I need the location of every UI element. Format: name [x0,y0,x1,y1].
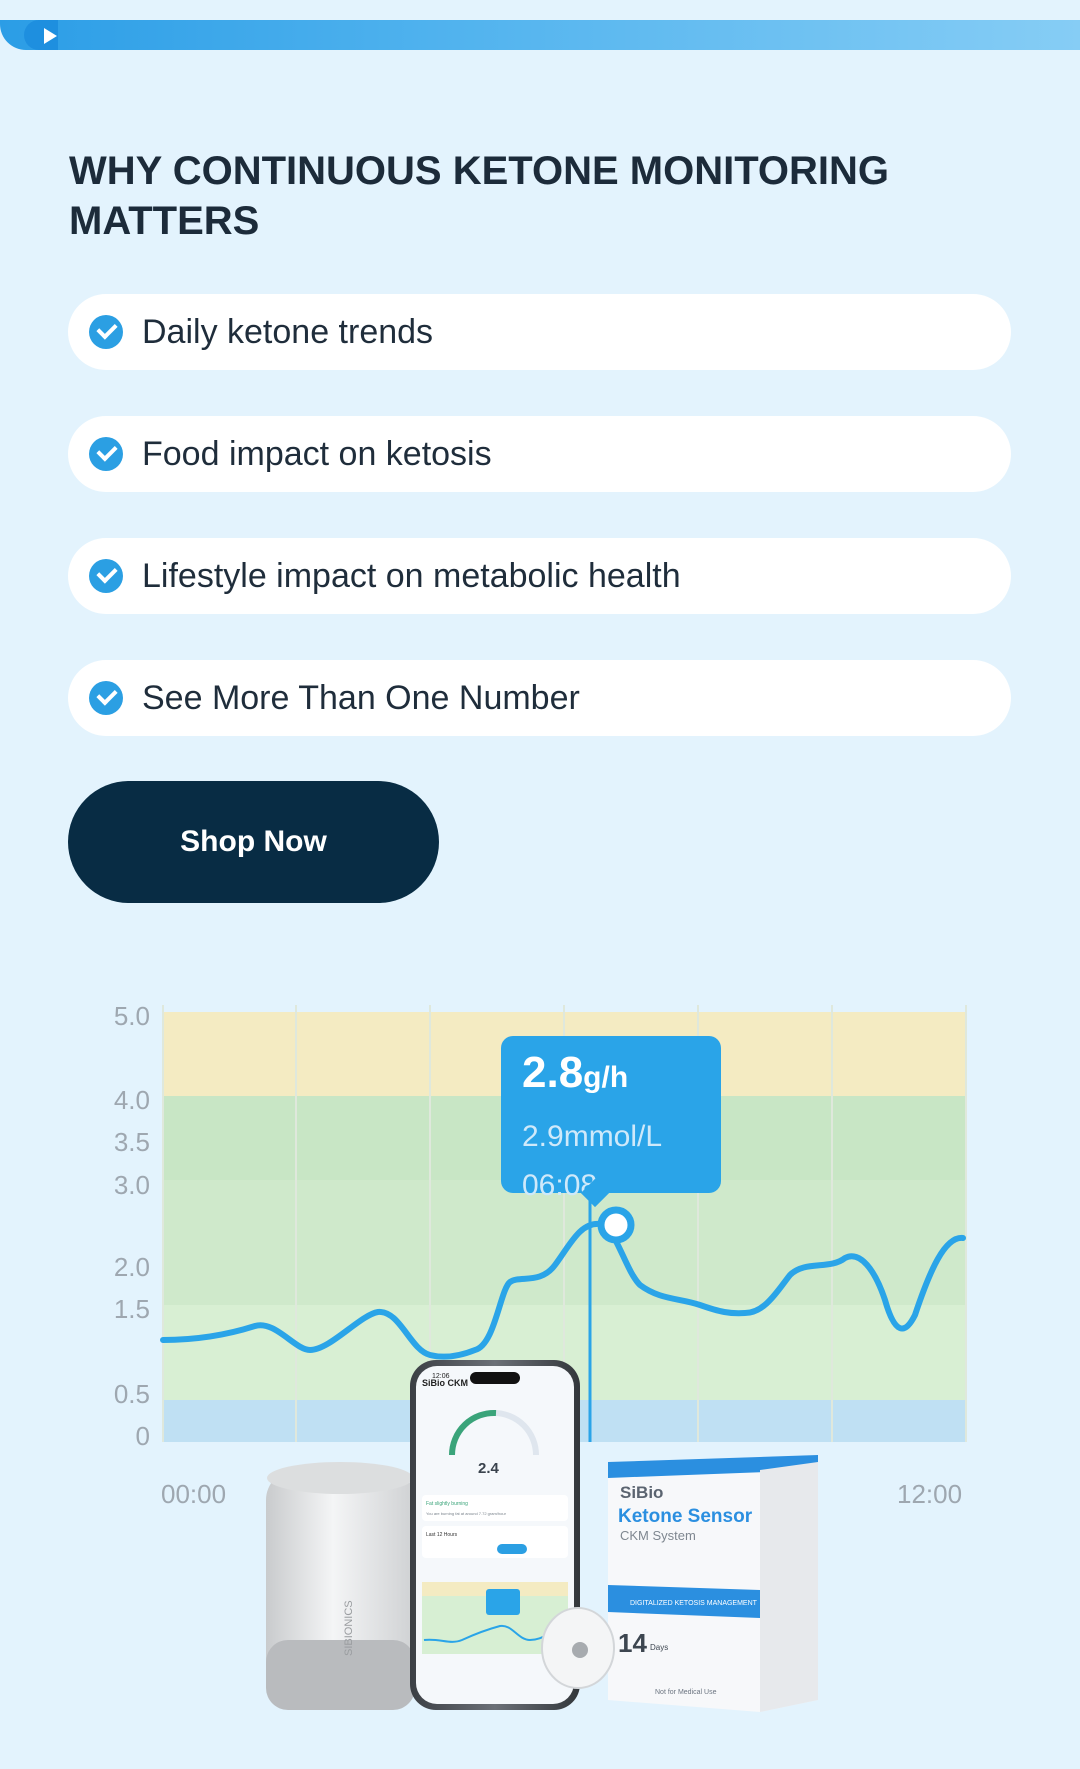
top-progress-bar [0,20,1080,50]
phone-app-name: SiBio CKM [422,1378,468,1388]
check-circle-icon [89,437,123,471]
sensor-patch [541,1607,615,1689]
phone-range: Last 12 Hours [426,1532,458,1538]
y-tick-label: 4.0 [114,1085,150,1115]
phone-status: Fat slightly burning [426,1501,468,1507]
shop-now-button[interactable]: Shop Now [68,781,439,903]
y-tick-label: 0 [136,1421,150,1451]
tooltip-mmol: 2.9mmol/L [522,1120,663,1153]
y-tick-label: 3.0 [114,1170,150,1200]
feature-list: Daily ketone trends Food impact on ketos… [68,294,1011,782]
feature-label: See More Than One Number [142,679,580,717]
phone-device: 12:06 SiBio CKM 2.4 Fat slightly burning… [410,1360,580,1710]
feature-item: Lifestyle impact on metabolic health [68,538,1011,614]
box-brand: SiBio [620,1483,663,1502]
box-days-number: 14 [618,1628,647,1658]
box-band-text: DIGITALIZED KETOSIS MANAGEMENT [630,1600,758,1607]
check-circle-icon [89,681,123,715]
phone-time: 12:06 [432,1373,450,1380]
check-circle-icon [89,315,123,349]
reading-tooltip: 2.8g/h 2.9mmol/L 06:08 [501,1036,721,1202]
box-days-unit: Days [650,1643,668,1652]
x-tick-label: 12:00 [897,1479,962,1509]
feature-item: See More Than One Number [68,660,1011,736]
y-tick-label: 0.5 [114,1379,150,1409]
box-subtitle: CKM System [620,1528,696,1543]
tooltip-number: 2.8 [522,1048,584,1097]
phone-gauge-value: 2.4 [478,1460,500,1477]
y-tick-label: 2.0 [114,1252,150,1282]
feature-label: Food impact on ketosis [142,435,492,473]
reader-brand: SIBIONICS [343,1600,355,1656]
reader-device: SIBIONICS [266,1462,415,1710]
y-tick-label: 1.5 [114,1294,150,1324]
x-tick-label: 00:00 [161,1479,226,1509]
y-tick-label: 5.0 [114,1001,150,1031]
box-note: Not for Medical Use [655,1689,717,1696]
phone-status-detail: You are burning fat at around 7.72 gram/… [426,1511,507,1516]
tooltip-unit: g/h [583,1061,629,1094]
feature-item: Food impact on ketosis [68,416,1011,492]
check-circle-icon [89,559,123,593]
feature-label: Daily ketone trends [142,313,434,351]
box-product: Ketone Sensor [618,1506,753,1527]
play-icon[interactable] [44,28,57,44]
section-title: WHY CONTINUOUS KETONE MONITORING MATTERS [69,149,890,243]
feature-item: Daily ketone trends [68,294,1011,370]
y-tick-label: 3.5 [114,1127,150,1157]
selected-point-marker[interactable] [597,1206,635,1244]
sensor-box: SiBio Ketone Sensor CKM System DIGITALIZ… [608,1455,818,1712]
feature-label: Lifestyle impact on metabolic health [142,557,681,595]
tooltip-value: 2.8g/h [522,1046,628,1105]
